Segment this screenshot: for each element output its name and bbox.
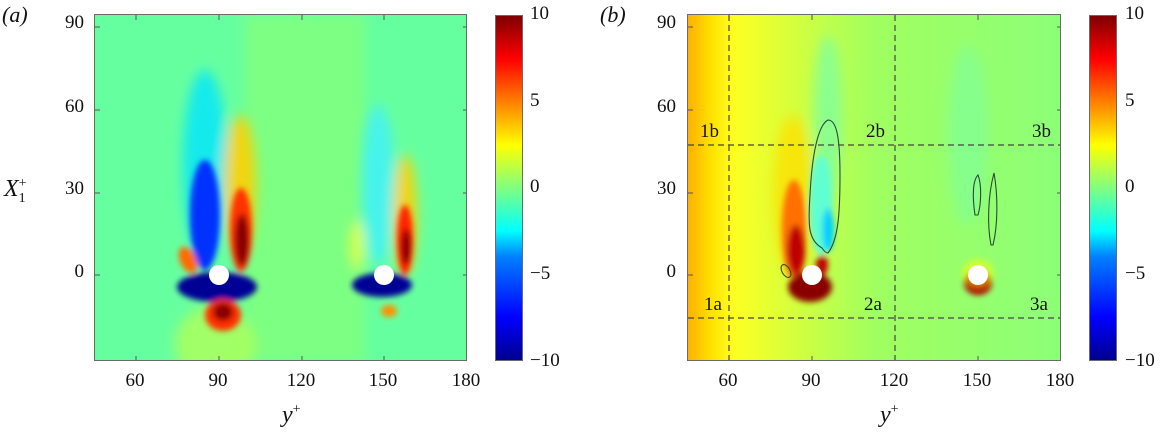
colorbar-tick: 10 [530,3,549,24]
cylinder-obstacle [968,265,988,285]
region-label-2a: 2a [864,294,882,315]
panel-b-label: (b) [600,2,626,27]
colorbar-tick: 0 [1125,176,1135,197]
x-axis-title: y+ [880,402,899,428]
heatmap-plot-a [94,14,467,361]
xtick: 180 [451,370,481,391]
colorbar-tick: −10 [1125,350,1155,371]
ytick: 60 [65,96,84,117]
ytick: 30 [65,178,84,199]
x-axis-title: y+ [282,402,301,428]
region-label-3b: 3b [1032,121,1051,142]
xtick: 120 [879,370,909,391]
colorbar-b [1089,15,1117,361]
reference-lines [688,15,1060,360]
region-label-1a: 1a [704,294,722,315]
colorbar-tick: 10 [1125,3,1144,24]
ytick: 30 [657,178,676,199]
xtick: 150 [962,370,992,391]
heatmap-a-graphic [95,15,466,360]
ytick: 60 [657,96,676,117]
xtick: 180 [1045,370,1075,391]
colorbar-tick: −5 [530,263,551,284]
ytick: 90 [65,12,84,33]
cylinder-obstacle [209,265,229,285]
ytick: 90 [657,12,676,33]
heatmap-b-graphic [688,15,1060,360]
y-axis-title: X1+ [4,176,27,206]
xtick: 90 [208,370,228,391]
panel-a-label: (a) [2,2,28,27]
contour-lines [780,119,998,278]
xtick: 120 [286,370,316,391]
cylinder-obstacle [802,265,822,285]
colorbar-a [495,15,523,361]
region-label-2b: 2b [866,121,885,142]
region-label-3a: 3a [1030,294,1048,315]
heatmap-plot-b: 1b 2b 3b 1a 2a 3a [687,14,1061,361]
colorbar-tick: −5 [1125,263,1146,284]
xtick: 60 [125,370,145,391]
region-label-1b: 1b [700,121,719,142]
xtick: 60 [718,370,738,391]
colorbar-tick: 5 [1125,90,1135,111]
cylinder-obstacle [374,265,394,285]
colorbar-tick: 0 [530,176,540,197]
xtick: 90 [801,370,821,391]
colorbar-tick: 5 [530,90,540,111]
xtick: 150 [368,370,398,391]
colorbar-tick: −10 [530,350,560,371]
ytick: 0 [666,261,677,282]
ytick: 0 [74,261,85,282]
